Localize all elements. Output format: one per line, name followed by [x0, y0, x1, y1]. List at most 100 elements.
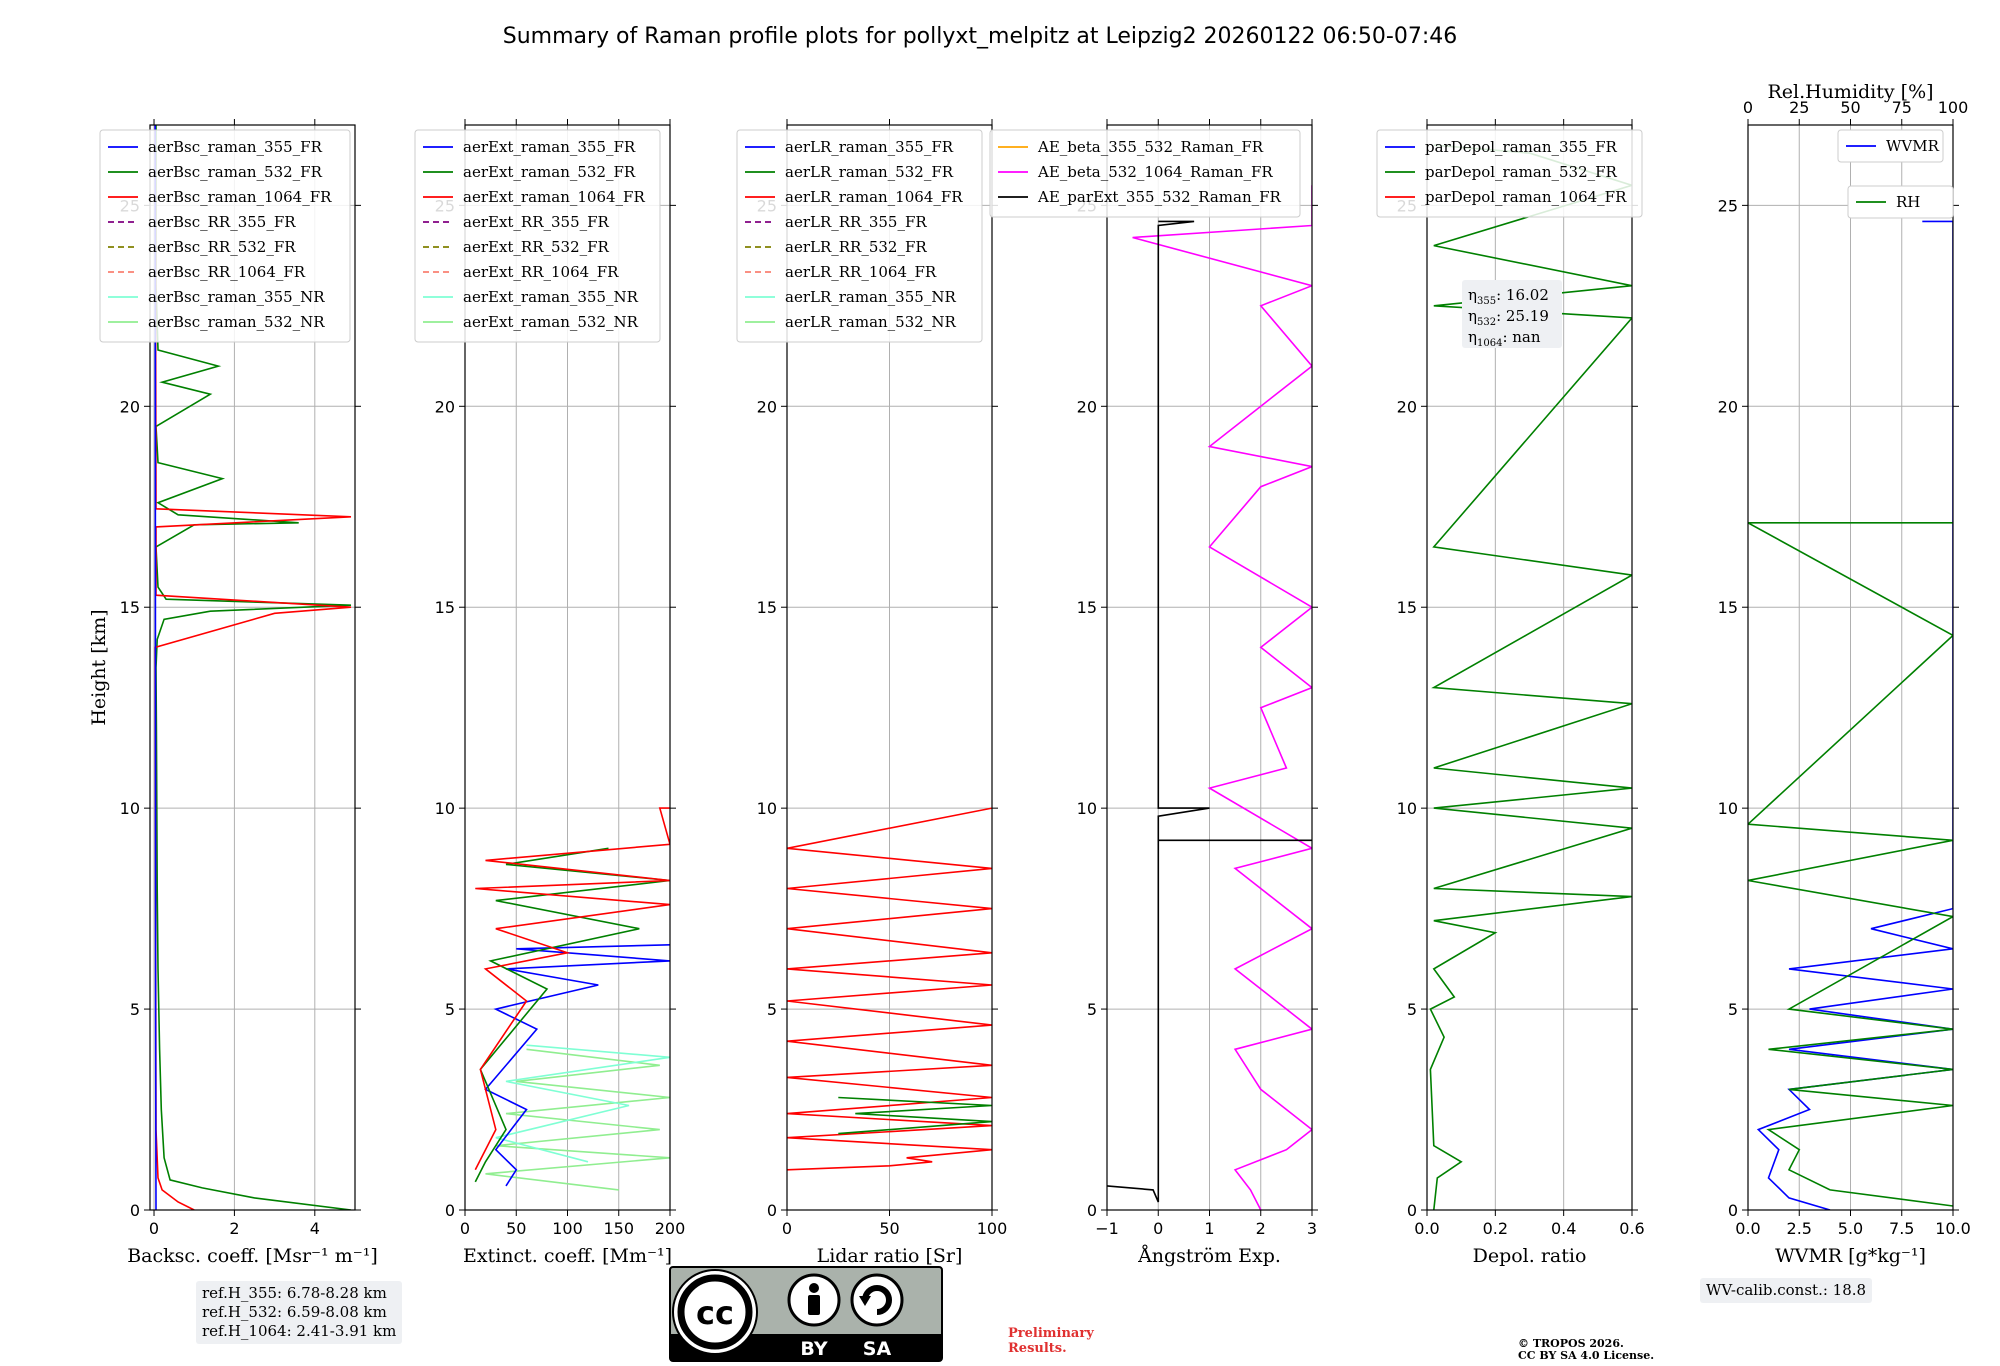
legend-entry: aerBsc_raman_355_NR	[148, 288, 325, 306]
series-aerLR_raman_1064_FR	[787, 807, 992, 1171]
y-tick-label: 15	[1077, 598, 1097, 617]
preliminary-note: Preliminary Results.	[1008, 1326, 1094, 1356]
cc-license-badge: cc BY SA	[669, 1266, 943, 1362]
legend-entry: aerLR_raman_532_FR	[785, 163, 954, 181]
legend-entry: aerLR_raman_355_FR	[785, 138, 954, 156]
y-tick-label: 5	[767, 1000, 777, 1019]
y-tick-label: 20	[1718, 397, 1738, 416]
x-tick-label: 1	[1204, 1219, 1214, 1238]
y-tick-label: 15	[1397, 598, 1417, 617]
ref-height-1064: ref.H_1064: 2.41-3.91 km	[202, 1322, 397, 1340]
y-tick-label: 0	[445, 1201, 455, 1220]
wv-calib-box: WV-calib.const.: 18.8	[1700, 1278, 1873, 1303]
legend-box	[1847, 185, 1954, 219]
series-aerBsc_raman_1064_FR	[154, 125, 352, 1210]
series-group	[1107, 185, 1312, 1210]
x-tick-label: 200	[655, 1219, 686, 1238]
legend-entry: aerExt_raman_355_NR	[463, 288, 639, 306]
ref-height-532: ref.H_532: 6.59-8.08 km	[202, 1303, 387, 1321]
x-tick-label: 0	[149, 1219, 159, 1238]
x-axis-label: WVMR [g*kg⁻¹]	[1775, 1245, 1926, 1267]
legend-entry: aerLR_RR_1064_FR	[785, 263, 937, 281]
y-tick-label: 0	[130, 1201, 140, 1220]
panel-lidar_ratio: 0501000510152025Lidar ratio [Sr]aerLR_ra…	[736, 119, 1007, 1267]
y-tick-label: 25	[1718, 196, 1738, 215]
legend-entry: aerBsc_RR_532_FR	[148, 238, 296, 256]
legend-box	[989, 129, 1301, 218]
legend-entry: aerLR_raman_532_NR	[785, 313, 956, 331]
figure-title: Summary of Raman profile plots for polly…	[503, 24, 1458, 49]
legend-entry: aerLR_raman_355_NR	[785, 288, 956, 306]
series-aerLR_raman_532_FR	[838, 1096, 992, 1135]
x-tick-label: 0	[782, 1219, 792, 1238]
y-tick-label: 0	[767, 1201, 777, 1220]
legend-entry: aerExt_RR_355_FR	[463, 213, 610, 231]
x-tick-label: 0.4	[1551, 1219, 1576, 1238]
legend: RH	[1847, 185, 1954, 219]
y-tick-label: 20	[1077, 397, 1097, 416]
y-tick-label: 5	[130, 1000, 140, 1019]
legend-entry: aerLR_RR_355_FR	[785, 213, 927, 231]
series-WVMR	[1756, 220, 1953, 1210]
x-tick-label: 2.5	[1787, 1219, 1812, 1238]
x-tick-label: 0	[1153, 1219, 1163, 1238]
y-tick-label: 20	[120, 397, 140, 416]
x-tick-label: 0.6	[1619, 1219, 1644, 1238]
x-tick-label: 5.0	[1838, 1219, 1863, 1238]
legend-entry: AE_parExt_355_532_Raman_FR	[1037, 188, 1282, 206]
series-RH	[1748, 521, 1953, 1207]
legend-entry: parDepol_raman_532_FR	[1425, 163, 1618, 181]
legend-entry: parDepol_raman_355_FR	[1425, 138, 1618, 156]
x-axis-label: Ångström Exp.	[1137, 1245, 1281, 1267]
x-axis-label: Extinct. coeff. [Mm⁻¹]	[463, 1245, 672, 1267]
legend-entry: aerBsc_raman_1064_FR	[148, 188, 332, 206]
y-tick-label: 20	[435, 397, 455, 416]
series-aerBsc_raman_355_FR	[154, 125, 157, 1210]
y-tick-label: 10	[435, 799, 455, 818]
legend-entry: aerBsc_RR_1064_FR	[148, 263, 306, 281]
legend-box	[1837, 129, 1944, 163]
y-tick-label: 15	[120, 598, 140, 617]
x-tick-label: 7.5	[1889, 1219, 1914, 1238]
legend: aerLR_raman_355_FR aerLR_raman_532_FR aerL…	[736, 129, 983, 343]
legend-entry: parDepol_raman_1064_FR	[1425, 188, 1627, 206]
wv-calib-text: WV-calib.const.: 18.8	[1706, 1281, 1867, 1299]
top-tick-label: 75	[1892, 98, 1912, 117]
y-tick-label: 15	[1718, 598, 1738, 617]
preliminary-line-1: Preliminary	[1008, 1326, 1094, 1341]
legend-entry: AE_beta_532_1064_Raman_FR	[1037, 163, 1273, 181]
y-tick-label: 5	[445, 1000, 455, 1019]
y-tick-label: 5	[1407, 1000, 1417, 1019]
y-tick-label: 20	[1397, 397, 1417, 416]
legend: parDepol_raman_355_FR parDepol_raman_532_…	[1376, 129, 1643, 218]
panel-depol: 0.00.20.40.60510152025Depol. ratioparDep…	[1376, 119, 1645, 1267]
y-tick-label: 10	[120, 799, 140, 818]
x-tick-label: 0.2	[1483, 1219, 1508, 1238]
series-group	[474, 807, 670, 1191]
y-tick-label: 0	[1407, 1201, 1417, 1220]
legend-entry: WVMR	[1886, 137, 1940, 155]
legend-entry: aerExt_raman_532_FR	[463, 163, 636, 181]
y-tick-label: 0	[1087, 1201, 1097, 1220]
x-tick-label: 0.0	[1735, 1219, 1760, 1238]
x-tick-label: 150	[603, 1219, 634, 1238]
legend-entry: aerLR_raman_1064_FR	[785, 188, 963, 206]
panel-extinction: 0501001502000510152025Extinct. coeff. [M…	[414, 119, 686, 1267]
series-group	[787, 807, 992, 1171]
legend-entry: aerExt_raman_355_FR	[463, 138, 636, 156]
x-tick-label: 10.0	[1935, 1219, 1971, 1238]
plot-frame	[149, 124, 356, 1211]
x-tick-label: 2	[229, 1219, 239, 1238]
eta-annotation: η532: 25.19	[1468, 307, 1549, 328]
plot-frame	[1426, 124, 1633, 1211]
legend-entry: RH	[1896, 193, 1920, 211]
legend-entry: aerBsc_raman_532_FR	[148, 163, 323, 181]
x-tick-label: 0	[460, 1219, 470, 1238]
top-tick-label: 100	[1938, 98, 1969, 117]
y-tick-label: 15	[757, 598, 777, 617]
y-tick-label: 10	[1077, 799, 1097, 818]
eta-annotation: η355: 16.02	[1468, 286, 1549, 307]
series-group	[1748, 220, 1953, 1210]
x-tick-label: 50	[506, 1219, 526, 1238]
